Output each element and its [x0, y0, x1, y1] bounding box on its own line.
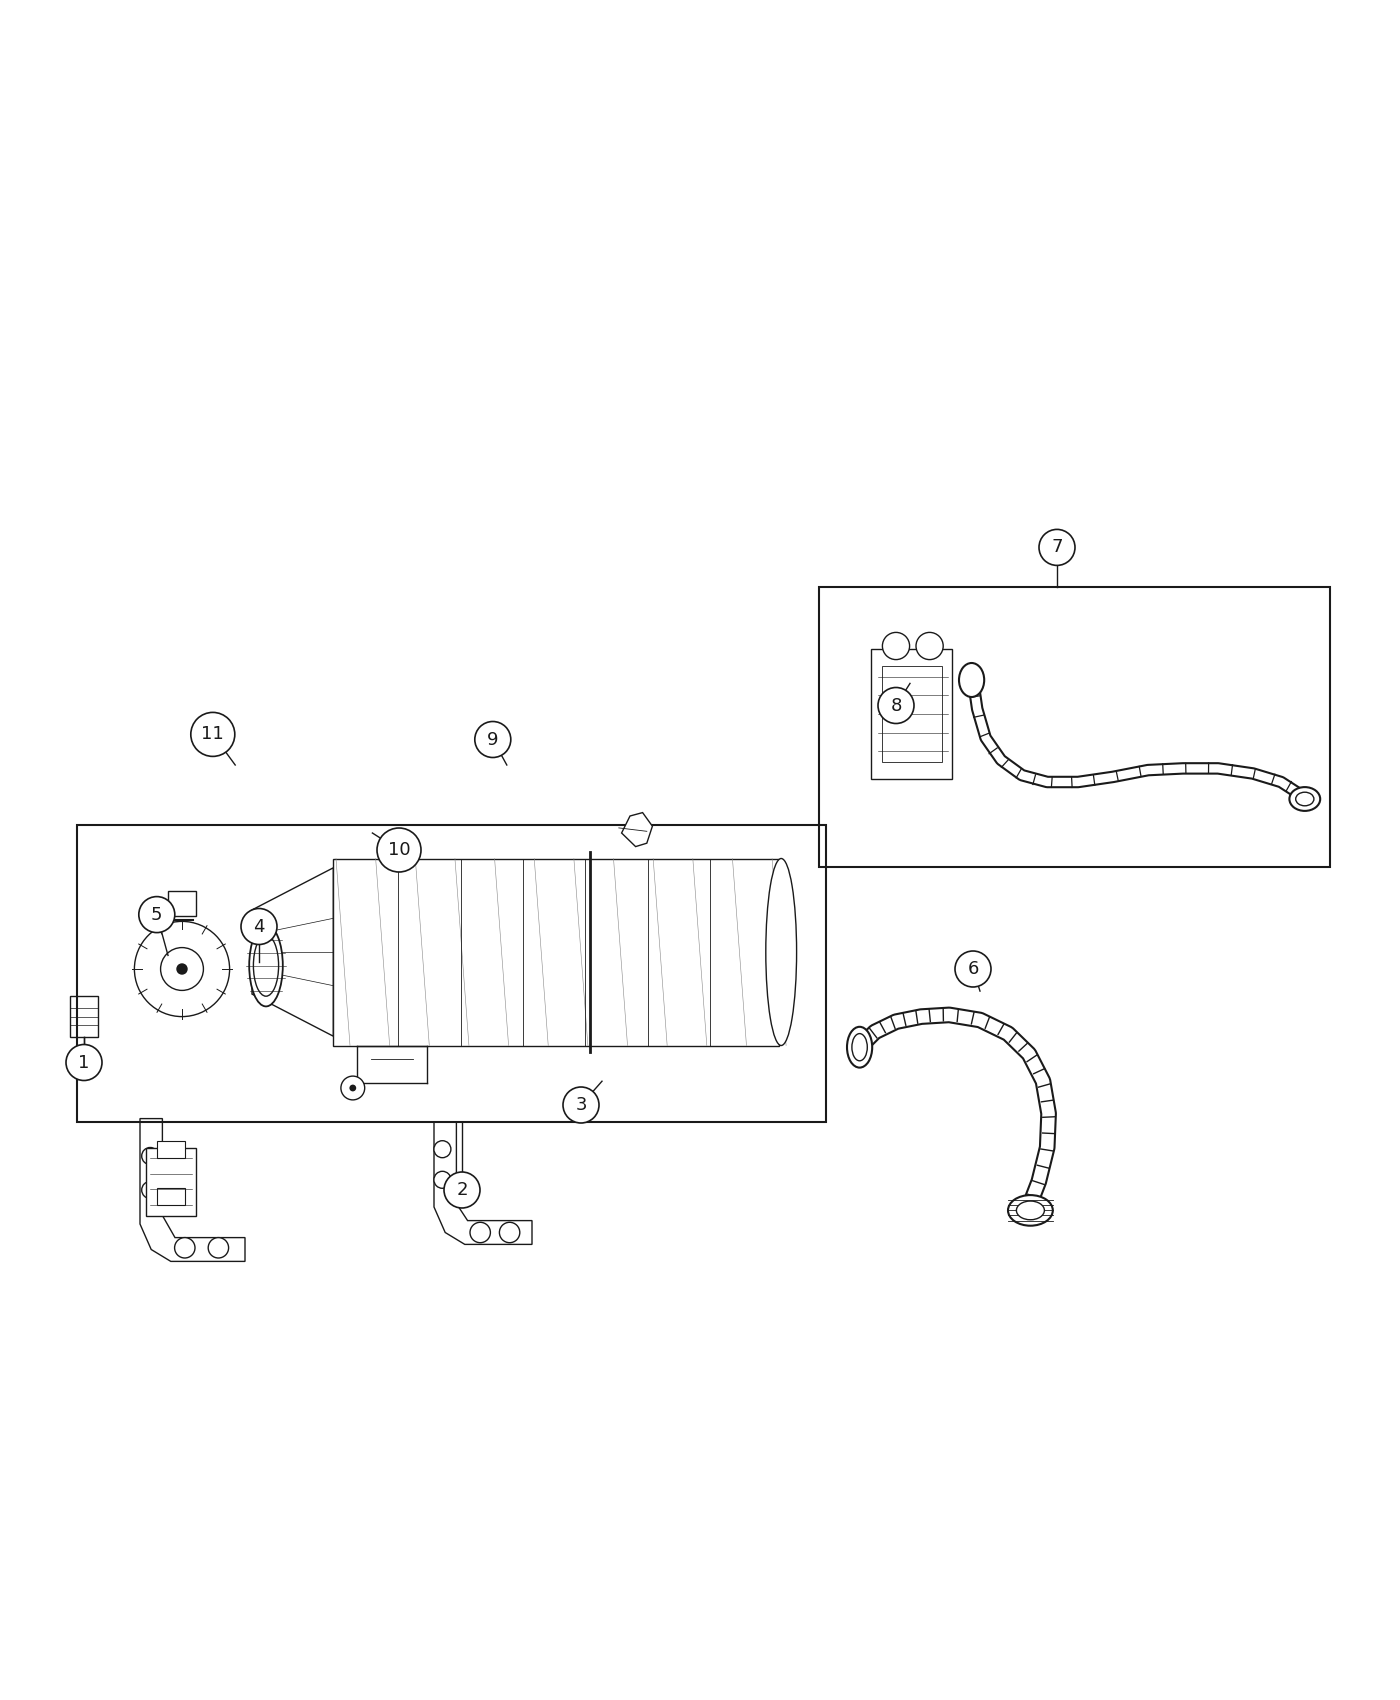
Text: 7: 7: [1051, 539, 1063, 556]
Circle shape: [1039, 529, 1075, 566]
Circle shape: [350, 1085, 356, 1091]
Circle shape: [176, 964, 188, 974]
Circle shape: [955, 950, 991, 988]
Circle shape: [161, 947, 203, 991]
Ellipse shape: [249, 925, 283, 1006]
Text: 4: 4: [253, 918, 265, 935]
Circle shape: [175, 1238, 195, 1258]
Text: 8: 8: [890, 697, 902, 714]
Text: 11: 11: [202, 726, 224, 743]
Circle shape: [241, 908, 277, 945]
Circle shape: [141, 1182, 158, 1198]
Circle shape: [141, 1148, 158, 1164]
Circle shape: [342, 1076, 364, 1100]
Bar: [70, 996, 98, 1037]
Polygon shape: [434, 1122, 532, 1244]
Bar: [871, 649, 952, 779]
Bar: [157, 1141, 185, 1158]
Bar: [77, 824, 826, 1122]
Circle shape: [434, 1171, 451, 1188]
Ellipse shape: [1016, 1200, 1044, 1221]
Text: 9: 9: [487, 731, 498, 748]
Bar: [333, 858, 778, 1046]
Bar: [157, 1188, 185, 1205]
Circle shape: [209, 1238, 228, 1258]
Text: 6: 6: [967, 960, 979, 977]
Circle shape: [134, 921, 230, 1017]
Text: 5: 5: [151, 906, 162, 923]
Ellipse shape: [1296, 792, 1315, 806]
Text: 3: 3: [575, 1096, 587, 1114]
Polygon shape: [252, 869, 333, 1037]
Circle shape: [878, 687, 914, 724]
Text: 2: 2: [456, 1182, 468, 1198]
Bar: [819, 586, 1330, 867]
Polygon shape: [622, 813, 652, 847]
Circle shape: [882, 632, 910, 660]
Circle shape: [444, 1171, 480, 1209]
Text: 1: 1: [78, 1054, 90, 1071]
Bar: [882, 666, 942, 762]
Ellipse shape: [1008, 1195, 1053, 1226]
Text: 10: 10: [388, 842, 410, 858]
Circle shape: [139, 896, 175, 933]
Polygon shape: [140, 1119, 245, 1261]
Ellipse shape: [851, 1034, 868, 1061]
Circle shape: [500, 1222, 519, 1243]
Circle shape: [66, 1044, 102, 1081]
Ellipse shape: [959, 663, 984, 697]
Ellipse shape: [1289, 787, 1320, 811]
Circle shape: [916, 632, 944, 660]
Bar: [168, 891, 196, 916]
Ellipse shape: [253, 935, 279, 996]
Circle shape: [475, 721, 511, 758]
Circle shape: [377, 828, 421, 872]
Circle shape: [434, 1141, 451, 1158]
Circle shape: [190, 712, 235, 756]
Circle shape: [470, 1222, 490, 1243]
Ellipse shape: [766, 858, 797, 1046]
Ellipse shape: [847, 1027, 872, 1068]
Circle shape: [563, 1086, 599, 1124]
Bar: [146, 1148, 196, 1215]
